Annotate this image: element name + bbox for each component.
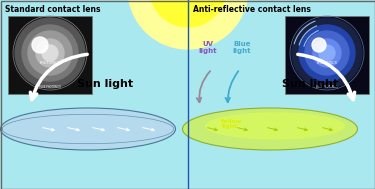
Circle shape: [15, 18, 85, 88]
Text: BLUE PHOTONICS: BLUE PHOTONICS: [39, 85, 61, 89]
Circle shape: [313, 39, 341, 67]
Text: UV
light: UV light: [199, 41, 217, 54]
FancyBboxPatch shape: [8, 16, 92, 94]
Ellipse shape: [205, 112, 345, 140]
Circle shape: [299, 25, 355, 81]
Circle shape: [128, 0, 248, 49]
Circle shape: [22, 25, 78, 81]
Circle shape: [312, 38, 326, 52]
Text: BLUE PHOTONICS: BLUE PHOTONICS: [316, 85, 338, 89]
Text: PHOTONICS: PHOTONICS: [40, 61, 60, 65]
Circle shape: [36, 39, 64, 67]
Circle shape: [42, 45, 58, 61]
Ellipse shape: [183, 108, 357, 150]
Circle shape: [28, 31, 72, 75]
Text: Yellow
light: Yellow light: [219, 119, 241, 129]
Ellipse shape: [0, 108, 176, 150]
Text: PHOTONICS: PHOTONICS: [316, 61, 338, 65]
Circle shape: [32, 37, 48, 53]
Circle shape: [150, 0, 226, 27]
Text: Sun light: Sun light: [282, 79, 338, 89]
Text: Standard contact lens: Standard contact lens: [5, 5, 100, 14]
Text: Anti-reflective contact lens: Anti-reflective contact lens: [193, 5, 311, 14]
Text: Sun light: Sun light: [77, 79, 133, 89]
Circle shape: [305, 31, 349, 75]
Circle shape: [292, 18, 362, 88]
Circle shape: [319, 45, 335, 61]
Text: Blue
light: Blue light: [232, 41, 251, 54]
FancyBboxPatch shape: [285, 16, 369, 94]
